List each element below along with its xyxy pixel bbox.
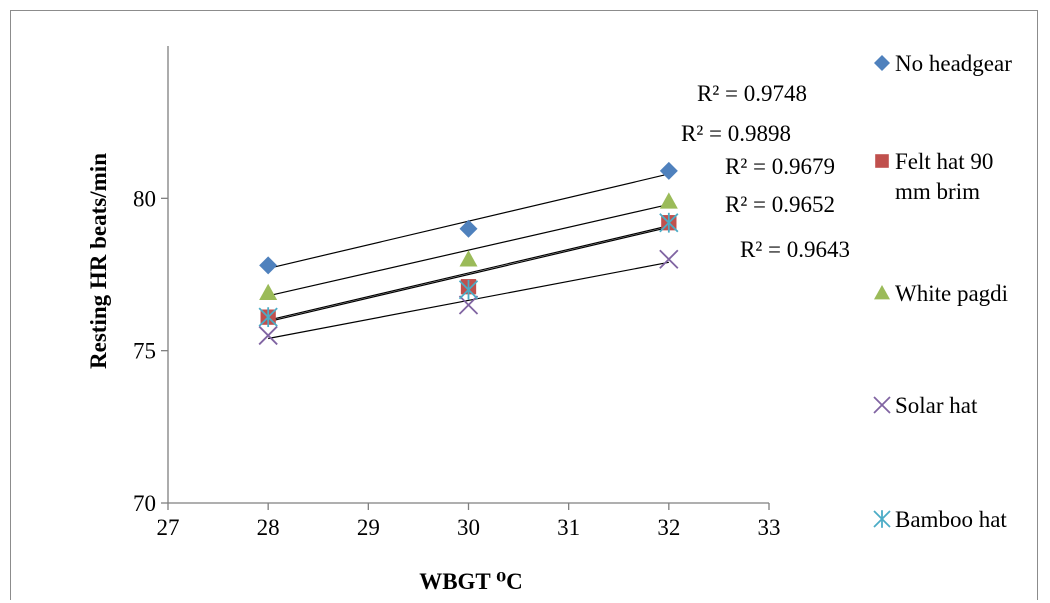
data-point-white-pagdi (459, 250, 478, 267)
r-squared-label: R² = 0.9748 (697, 81, 807, 106)
trendline-white-pagdi (268, 203, 669, 297)
legend-entry-bamboo-hat: Bamboo hat (873, 507, 1007, 532)
chart-frame: 27 28 29 30 31 32 33 70 75 80 R² = 0.9748 R² = 0.9… (10, 10, 1038, 600)
data-point-white-pagdi (659, 192, 678, 209)
x-tick-label: 33 (758, 515, 781, 540)
legend-entry-white-pagdi: White pagdi (874, 281, 1008, 306)
legend-label: mm brim (895, 179, 980, 204)
trendline-bamboo-hat (268, 225, 669, 321)
y-tick-label: 70 (133, 491, 156, 516)
data-point-white-pagdi (259, 283, 278, 300)
x-tick-label: 30 (457, 515, 480, 540)
data-point-no-headgear (659, 161, 678, 180)
r-squared-label: R² = 0.9643 (740, 237, 850, 262)
r-squared-label: R² = 0.9679 (725, 154, 835, 179)
x-tick-label: 27 (157, 515, 180, 540)
x-tick-label: 32 (657, 515, 680, 540)
legend-marker-felt-hat-90-mm-brim (875, 154, 889, 168)
data-point-bamboo-hat (659, 212, 679, 233)
x-tick-label: 28 (257, 515, 280, 540)
legend-label: No headgear (895, 51, 1012, 76)
y-axis-title: Resting HR beats/min (86, 153, 111, 369)
y-tick-label: 75 (133, 339, 156, 364)
legend-entry-solar-hat: Solar hat (873, 393, 978, 418)
data-point-solar-hat (258, 325, 278, 346)
legend-marker-no-headgear (874, 55, 890, 71)
r-squared-label: R² = 0.9652 (725, 192, 835, 217)
r-squared-label: R² = 0.9898 (681, 121, 791, 146)
data-point-no-headgear (459, 219, 478, 238)
legend-entry-felt-hat-90-mm-brim: Felt hat 90 mm brim (875, 149, 993, 204)
legend-marker-bamboo-hat (873, 510, 891, 528)
axes: 27 28 29 30 31 32 33 70 75 80 (133, 46, 781, 540)
x-tick-label: 31 (557, 515, 580, 540)
legend-label: Felt hat 90 (895, 149, 993, 174)
data-point-no-headgear (259, 256, 278, 275)
legend-entry-no-headgear: No headgear (874, 51, 1012, 76)
legend-marker-solar-hat (873, 396, 891, 414)
r-squared-labels: R² = 0.9748 R² = 0.9898 R² = 0.9679 R² = 0.… (681, 81, 850, 262)
trendline-solar-hat (268, 261, 669, 340)
legend-marker-white-pagdi (874, 285, 890, 300)
legend-label: Solar hat (895, 393, 978, 418)
data-point-bamboo-hat (258, 307, 278, 328)
x-axis-title: WBGT ⁰C (419, 569, 523, 594)
data-point-bamboo-hat (458, 279, 479, 300)
legend: No headgear Felt hat 90 mm brim White pagdi… (873, 51, 1012, 532)
data-point-solar-hat (659, 249, 679, 269)
data-point-solar-hat (458, 295, 479, 315)
trendlines (268, 173, 669, 340)
y-tick-label: 80 (133, 186, 156, 211)
x-tick-label: 29 (357, 515, 380, 540)
data-points (258, 161, 679, 346)
legend-label: White pagdi (895, 281, 1008, 306)
legend-label: Bamboo hat (895, 507, 1007, 532)
trendline-felt-hat-90-mm-brim (268, 226, 669, 323)
